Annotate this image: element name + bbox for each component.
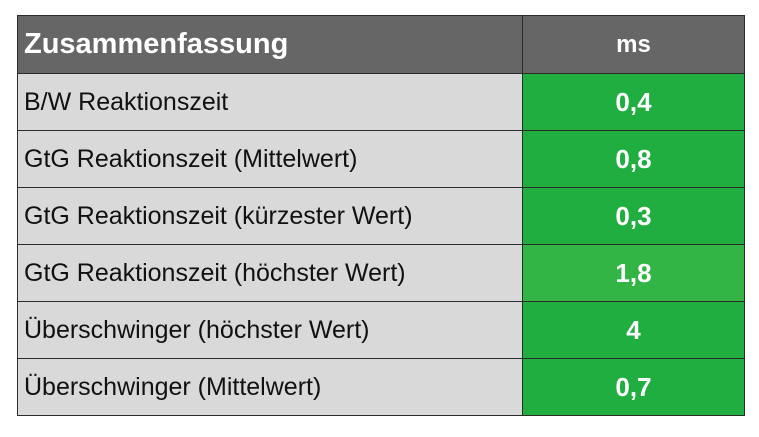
- row-value: 1,8: [522, 244, 745, 302]
- table-row: GtG Reaktionszeit (kürzester Wert) 0,3: [17, 187, 745, 245]
- header-unit: ms: [522, 15, 745, 74]
- row-value: 0,7: [522, 358, 745, 416]
- row-value: 0,4: [522, 73, 745, 131]
- header-label: Zusammenfassung: [17, 15, 523, 74]
- table-row: GtG Reaktionszeit (höchster Wert) 1,8: [17, 244, 745, 302]
- row-value: 4: [522, 301, 745, 359]
- row-label: GtG Reaktionszeit (höchster Wert): [17, 244, 523, 302]
- table-row: B/W Reaktionszeit 0,4: [17, 73, 745, 131]
- row-value: 0,3: [522, 187, 745, 245]
- row-value: 0,8: [522, 130, 745, 188]
- summary-table: Zusammenfassung ms B/W Reaktionszeit 0,4…: [17, 15, 745, 416]
- table-row: Überschwinger (höchster Wert) 4: [17, 301, 745, 359]
- table-row: GtG Reaktionszeit (Mittelwert) 0,8: [17, 130, 745, 188]
- header-row: Zusammenfassung ms: [17, 15, 745, 74]
- row-label: B/W Reaktionszeit: [17, 73, 523, 131]
- row-label: GtG Reaktionszeit (kürzester Wert): [17, 187, 523, 245]
- table-row: Überschwinger (Mittelwert) 0,7: [17, 358, 745, 416]
- row-label: Überschwinger (Mittelwert): [17, 358, 523, 416]
- row-label: GtG Reaktionszeit (Mittelwert): [17, 130, 523, 188]
- row-label: Überschwinger (höchster Wert): [17, 301, 523, 359]
